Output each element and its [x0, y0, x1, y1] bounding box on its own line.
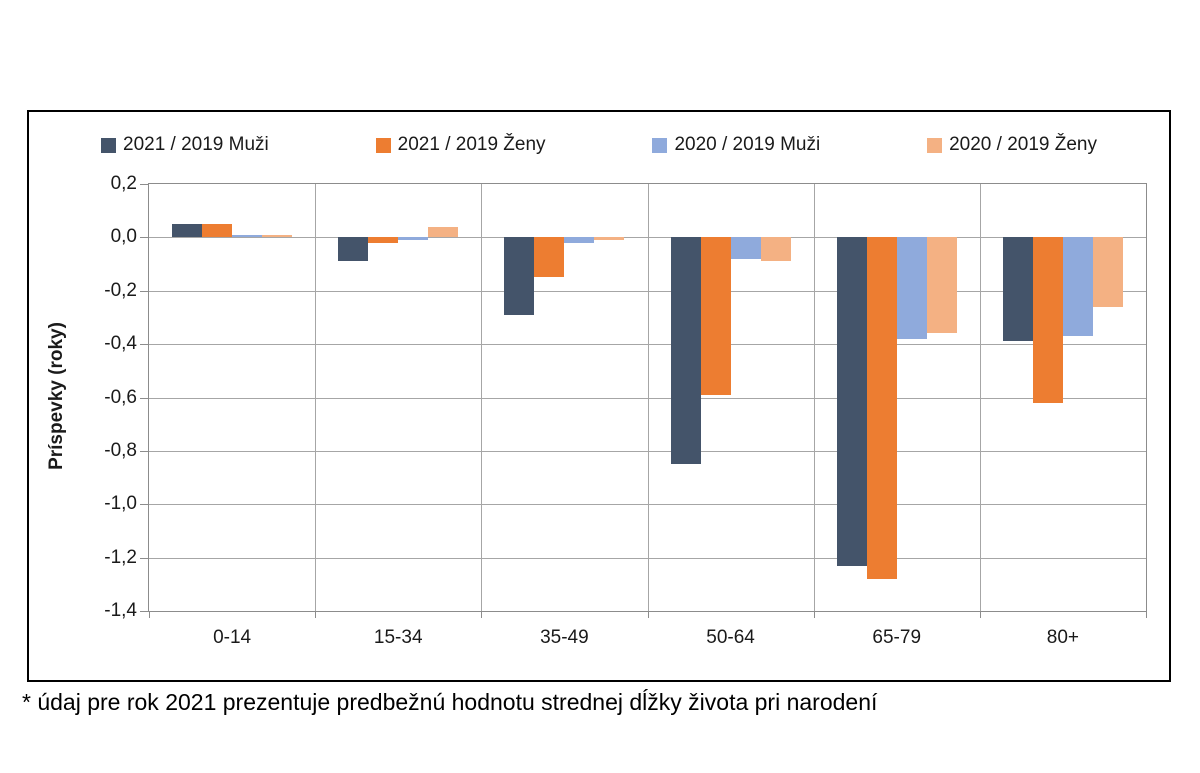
y-axis-tick-label: -0,2: [104, 279, 137, 301]
y-axis-tick-label: -1,2: [104, 546, 137, 568]
bar-2021-2019-eny-35-49: [534, 237, 565, 278]
x-axis-tick: [149, 611, 150, 618]
y-axis-tick: [140, 290, 148, 292]
bar-2020-2019-mu-i-15-34: [398, 237, 429, 241]
legend-label: 2021 / 2019 Ženy: [397, 134, 546, 155]
x-axis-tick: [647, 611, 649, 618]
y-axis-tick-label: -0,6: [104, 386, 137, 408]
bar-2021-2019-eny-0-14: [202, 224, 233, 238]
x-axis-tick: [1146, 611, 1147, 618]
y-axis-tick: [140, 504, 148, 506]
bar-2020-2019-eny-80+: [1092, 237, 1123, 307]
legend-item: 2020 / 2019 Muži: [652, 134, 820, 156]
x-axis-category-label: 50-64: [706, 627, 755, 648]
bar-2021-2019-mu-i-0-14: [172, 224, 203, 238]
y-axis-tick: [140, 237, 148, 239]
chart-panel: 2021 / 2019 Muži 2021 / 2019 Ženy 2020 / 2…: [27, 110, 1171, 682]
bar-2021-2019-eny-15-34: [368, 237, 399, 243]
bar-2021-2019-mu-i-15-34: [338, 237, 369, 262]
x-axis-category-label: 80+: [1046, 627, 1080, 648]
bar-2021-2019-eny-50-64: [700, 237, 731, 395]
x-axis-category-label: 15-34: [373, 627, 423, 648]
y-axis-tick: [140, 450, 148, 452]
bar-2020-2019-mu-i-65-79: [896, 237, 927, 339]
legend-color-swatch: [927, 137, 943, 153]
gridline-vertical: [813, 184, 815, 611]
legend-color-swatch: [652, 137, 668, 153]
y-axis-tick: [140, 184, 148, 185]
y-axis-tick: [140, 344, 148, 346]
bar-2020-2019-eny-65-79: [926, 237, 957, 334]
legend-item: 2021 / 2019 Muži: [101, 134, 269, 156]
gridline-vertical: [647, 184, 649, 611]
chart-legend: 2021 / 2019 Muži 2021 / 2019 Ženy 2020 / 2…: [101, 132, 1097, 158]
bar-2020-2019-mu-i-0-14: [232, 234, 263, 238]
legend-color-swatch: [375, 137, 391, 153]
gridline-vertical: [481, 184, 483, 611]
y-axis-tick-label: 0,0: [110, 226, 137, 248]
bar-2020-2019-mu-i-50-64: [730, 237, 761, 259]
y-axis-tick: [140, 557, 148, 559]
bar-2021-2019-eny-65-79: [866, 237, 897, 579]
legend-label: 2020 / 2019 Ženy: [949, 134, 1097, 155]
bar-2020-2019-eny-0-14: [262, 234, 293, 238]
x-axis-category-label: 35-49: [540, 627, 589, 648]
bar-2020-2019-mu-i-80+: [1062, 237, 1093, 337]
legend-item: 2020 / 2019 Ženy: [927, 134, 1097, 156]
x-axis-tick: [979, 611, 981, 618]
bar-2021-2019-mu-i-65-79: [836, 237, 867, 566]
legend-item: 2021 / 2019 Ženy: [375, 134, 546, 156]
y-axis-tick-label: -1,4: [104, 600, 137, 621]
y-axis-tick: [140, 611, 148, 612]
legend-label: 2021 / 2019 Muži: [123, 134, 269, 155]
y-axis-tick-label: 0,2: [110, 173, 137, 194]
x-axis-category-label: 0-14: [213, 627, 252, 648]
bar-2021-2019-eny-80+: [1032, 237, 1063, 403]
gridline-vertical: [979, 184, 981, 611]
x-axis-tick: [315, 611, 317, 618]
y-axis-tick-label: -1,0: [104, 493, 137, 515]
y-axis-tick-label: -0,4: [104, 333, 137, 355]
bar-2021-2019-mu-i-50-64: [670, 237, 701, 465]
bar-2020-2019-eny-50-64: [760, 237, 791, 262]
bar-2020-2019-mu-i-35-49: [564, 237, 595, 243]
legend-color-swatch: [101, 137, 116, 153]
footnote: * údaj pre rok 2021 prezentuje predbežnú…: [22, 689, 878, 715]
bar-2020-2019-eny-15-34: [428, 226, 459, 238]
gridline-vertical: [315, 184, 317, 611]
bar-2021-2019-mu-i-80+: [1002, 237, 1033, 342]
bar-2021-2019-mu-i-35-49: [504, 237, 535, 315]
y-axis-tick-label: -0,8: [104, 439, 137, 461]
legend-label: 2020 / 2019 Muži: [674, 134, 821, 155]
y-axis-tick: [140, 397, 148, 399]
bar-2020-2019-eny-35-49: [594, 237, 625, 241]
x-axis-tick: [813, 611, 815, 618]
x-axis-category-label: 65-79: [872, 627, 922, 648]
plot-area: 0,2 0,0 -0,2 -0,4 -0,6 -0,8 -1,0 -1,2 -1,4 0-14 15…: [104, 174, 1147, 648]
y-axis-title: Príspevky (roky): [46, 322, 67, 470]
x-axis-tick: [481, 611, 483, 618]
